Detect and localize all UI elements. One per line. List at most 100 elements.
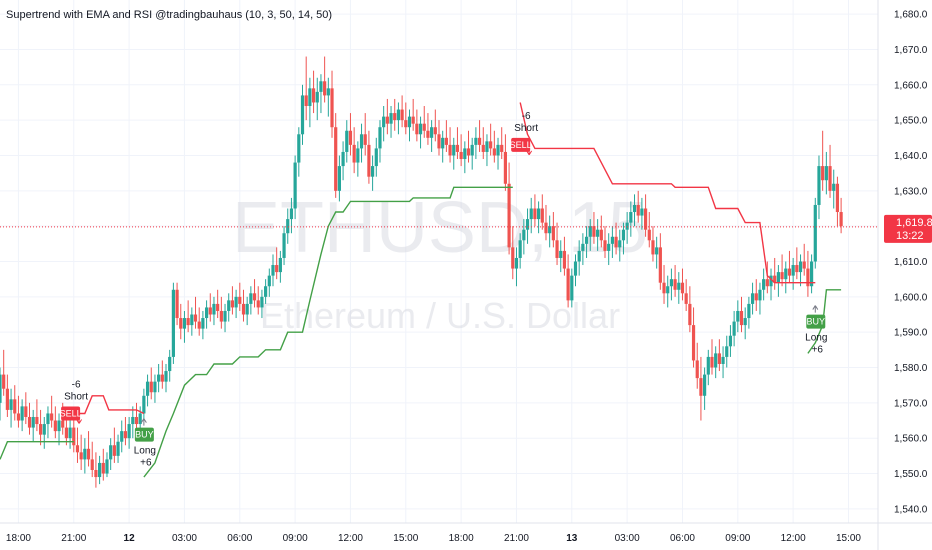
candle-body — [179, 318, 183, 329]
candle-body — [655, 247, 659, 255]
candle-body — [267, 275, 271, 287]
candle-body — [168, 356, 172, 372]
candle-body — [754, 293, 758, 301]
y-tick-label: 1,680.0 — [894, 10, 928, 21]
candle-body — [393, 113, 397, 121]
candle-body — [208, 307, 212, 315]
candle-body — [5, 388, 9, 410]
candle-body — [559, 250, 563, 258]
candle-body — [297, 134, 301, 163]
candle-body — [614, 236, 618, 248]
candle-body — [514, 257, 519, 269]
y-axis[interactable]: 1,680.0 1,670.0 1,660.0 1,650.0 1,640.0 1,630… — [877, 0, 928, 550]
y-tick-label: 1,550.0 — [894, 469, 928, 480]
candle-body — [806, 268, 810, 287]
buy-badge-label: BUY — [807, 317, 826, 327]
candle-body — [252, 293, 257, 301]
candle-body — [555, 240, 559, 258]
candle-body — [378, 127, 382, 149]
candle-body — [400, 109, 404, 121]
candle-body — [703, 374, 707, 396]
candle-body — [470, 144, 474, 156]
candle-body — [337, 166, 341, 191]
candle-body — [426, 130, 430, 138]
candle-body — [249, 293, 253, 304]
candle-body — [739, 310, 744, 326]
candle-body — [334, 127, 338, 191]
candle-body — [227, 300, 231, 311]
candle-body — [134, 416, 139, 425]
long-pnl: +6 — [140, 458, 152, 469]
candle-body — [566, 268, 570, 301]
supertrend-up-line — [143, 186, 513, 478]
candle-body — [695, 360, 699, 379]
candle-body — [485, 141, 489, 152]
candle-body — [157, 374, 161, 382]
chart-title: Supertrend with EMA and RSI @tradingbauh… — [6, 9, 332, 21]
candle-body — [448, 144, 452, 156]
candle-body — [109, 445, 113, 460]
candle-body — [382, 116, 386, 128]
candle-body — [596, 229, 600, 237]
candle-body — [50, 413, 54, 421]
candle-body — [477, 137, 482, 145]
candle-body — [311, 88, 316, 103]
candle-body — [824, 166, 828, 181]
candle-body — [813, 204, 817, 262]
candle-body — [90, 459, 94, 470]
candle-body — [9, 399, 13, 410]
candle-body — [153, 381, 157, 393]
candle-body — [27, 416, 32, 428]
short-arrow-icon — [526, 147, 533, 156]
candle-body — [145, 381, 150, 396]
candle-body — [629, 212, 633, 223]
candle-body — [278, 257, 282, 273]
candle-body — [444, 137, 448, 145]
candle-body — [441, 137, 445, 149]
candle-body — [105, 459, 109, 474]
candle-body — [769, 275, 773, 287]
candle-body — [503, 151, 508, 184]
y-tick-label: 1,570.0 — [894, 398, 928, 409]
x-tick-label: 03:00 — [172, 533, 197, 544]
current-price-countdown: 13:22 — [896, 230, 924, 242]
candle-body — [640, 208, 644, 216]
candle-body — [721, 356, 725, 364]
candle-body — [98, 462, 102, 478]
candle-body — [68, 427, 72, 439]
candle-body — [529, 208, 533, 220]
candle-body — [86, 448, 91, 460]
candle-body — [24, 406, 28, 417]
candle-body — [79, 452, 83, 460]
candle-body — [647, 229, 651, 241]
x-tick-label: 12:00 — [781, 533, 806, 544]
candle-body — [795, 265, 799, 273]
candle-body — [492, 148, 496, 156]
candle-body — [13, 399, 17, 414]
candle-body — [2, 374, 6, 389]
candle-body — [455, 144, 460, 152]
current-price-label: 1,619.8 — [896, 217, 932, 229]
candle-body — [289, 208, 294, 220]
candle-body — [791, 265, 795, 276]
long-arrow-icon — [140, 418, 147, 426]
sell-badge — [511, 137, 531, 152]
candle-body — [374, 148, 378, 167]
candle-body — [142, 395, 146, 414]
candle-body — [651, 240, 655, 255]
x-tick-label: 21:00 — [61, 533, 86, 544]
candle-body — [714, 353, 718, 368]
candle-body — [160, 374, 164, 382]
candle-body — [164, 371, 168, 382]
y-tick-label: 1,560.0 — [894, 434, 928, 445]
candle-body — [710, 356, 714, 368]
candle-body — [821, 166, 825, 181]
candle-body — [463, 148, 467, 160]
buy-badge — [806, 314, 826, 329]
short-label: Short — [64, 391, 88, 402]
candle-body — [396, 109, 401, 121]
x-axis[interactable]: 18:00 21:00 12 03:00 06:00 09:00 12:00 15:00 18:… — [0, 522, 932, 544]
candle-body — [699, 378, 703, 396]
